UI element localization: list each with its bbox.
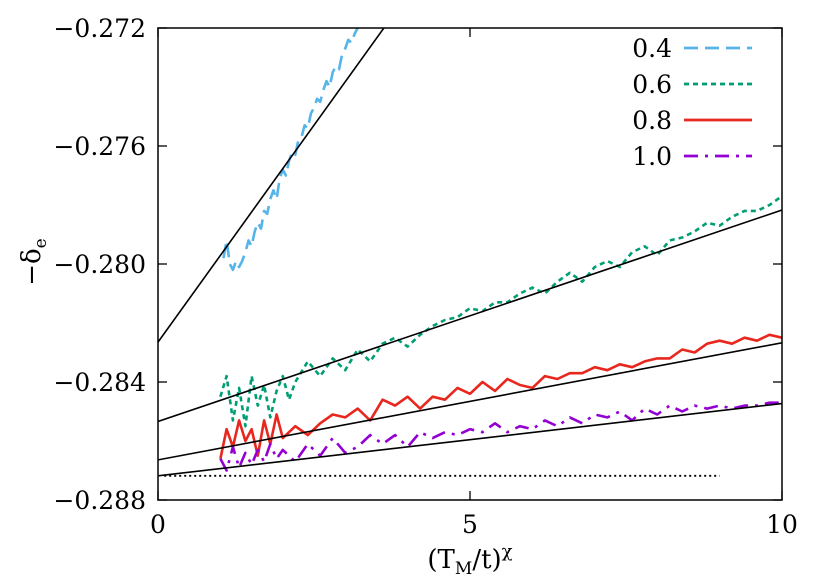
series-line-0.4 [222, 28, 360, 272]
y-tick-label: −0.280 [53, 250, 146, 279]
x-tick-label: 5 [462, 510, 478, 539]
y-tick-label: −0.288 [53, 486, 146, 515]
fit-line-3 [158, 341, 782, 461]
legend: 0.4 0.6 0.8 1.0 [632, 34, 752, 171]
series-line-0.6 [219, 195, 782, 428]
fit-line-4 [158, 402, 782, 477]
y-tick-label: −0.272 [53, 14, 146, 43]
x-axis-label: (TM/t)χ [427, 541, 512, 579]
x-tick-label: 0 [150, 510, 166, 539]
y-tick-label: −0.284 [53, 368, 146, 397]
y-tick-label: −0.276 [53, 132, 146, 161]
legend-label-0.6: 0.6 [632, 70, 672, 99]
plot-data [158, 28, 782, 477]
x-tick-label: 10 [766, 510, 798, 539]
legend-label-1.0: 1.0 [632, 142, 672, 171]
fit-line-2 [158, 209, 782, 423]
legend-label-0.8: 0.8 [632, 106, 672, 135]
series-line-1.0 [219, 401, 782, 472]
series-line-0.8 [219, 333, 782, 459]
legend-label-0.4: 0.4 [632, 34, 672, 63]
axis-ticks: 0 5 10 −0.272 −0.276 −0.280 −0.284 −0.288 [53, 14, 797, 539]
y-axis-label: −δe [17, 238, 51, 286]
fit-line-1 [158, 28, 385, 343]
